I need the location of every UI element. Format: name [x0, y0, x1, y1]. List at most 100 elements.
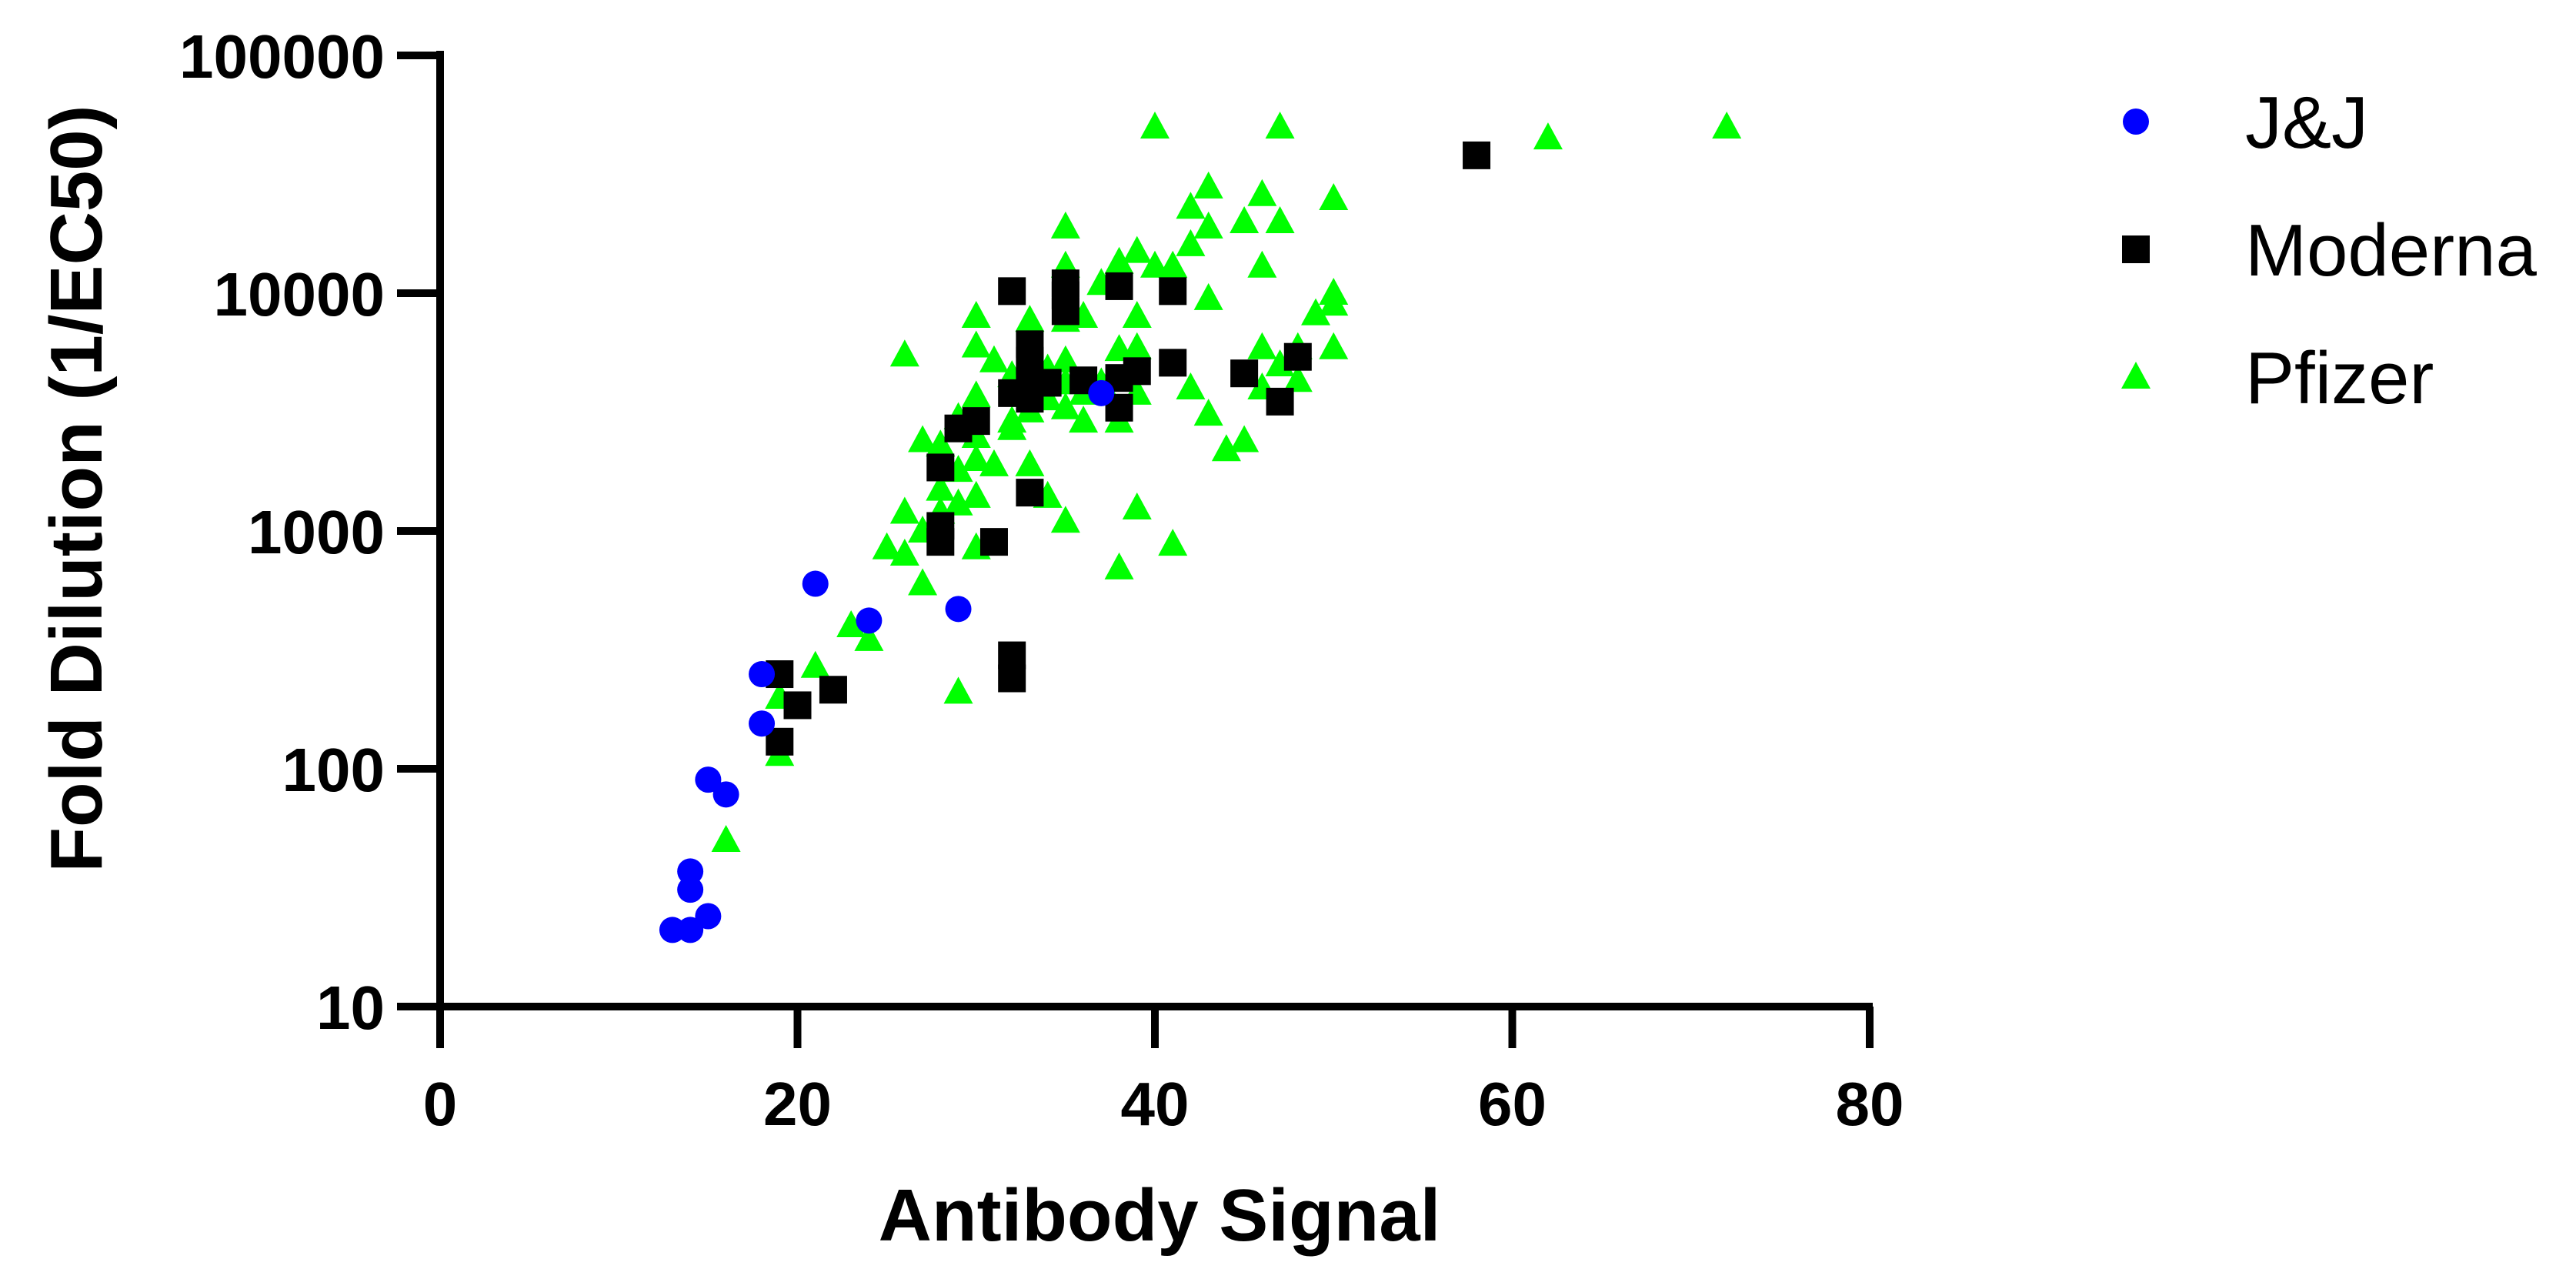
- data-point: [943, 488, 973, 516]
- data-point: [889, 339, 919, 367]
- data-point: [997, 406, 1027, 433]
- data-point: [1266, 387, 1294, 416]
- data-point: [712, 781, 739, 808]
- data-point: [1158, 250, 1188, 278]
- data-point: [1122, 235, 1152, 263]
- data-point: [979, 528, 1008, 556]
- data-point: [908, 568, 938, 596]
- data-point: [1319, 183, 1349, 211]
- data-point: [677, 917, 704, 943]
- data-point: [1050, 392, 1080, 419]
- x-axis-title: Antibody Signal: [879, 1174, 1441, 1257]
- data-point: [1533, 122, 1563, 150]
- data-point: [802, 570, 829, 597]
- data-point: [1230, 359, 1259, 388]
- data-point: [856, 607, 883, 634]
- data-point: [926, 512, 955, 540]
- legend-marker: [2123, 109, 2149, 135]
- y-tick-label: 100: [282, 736, 385, 804]
- data-point: [1712, 112, 1742, 139]
- x-tick-label: 40: [1121, 1070, 1190, 1138]
- legend-label: Pfizer: [2245, 337, 2434, 419]
- data-point: [1176, 229, 1206, 256]
- data-point: [1283, 365, 1313, 392]
- data-point: [1051, 269, 1079, 298]
- legend: J&J Moderna Pfizer: [2121, 82, 2538, 419]
- data-point: [800, 650, 830, 678]
- y-tick-label: 10: [316, 973, 385, 1042]
- data-point: [1159, 349, 1187, 377]
- data-points: [659, 112, 1742, 943]
- data-point: [1176, 372, 1206, 399]
- data-point: [1319, 332, 1349, 359]
- data-point: [1193, 211, 1223, 239]
- data-point: [1050, 345, 1080, 372]
- data-point: [1123, 357, 1151, 386]
- data-point: [695, 903, 722, 930]
- data-point: [1176, 192, 1206, 219]
- data-point: [926, 429, 956, 457]
- data-point: [945, 596, 972, 623]
- legend-marker: [2122, 235, 2150, 263]
- data-point: [1105, 272, 1133, 300]
- y-tick-label: 10000: [214, 260, 385, 329]
- data-point: [1122, 332, 1152, 359]
- data-point: [943, 676, 973, 704]
- data-point: [1247, 250, 1277, 278]
- series-circle-points: [659, 379, 1115, 943]
- data-point: [889, 538, 919, 566]
- data-point: [998, 641, 1026, 670]
- data-point: [1033, 369, 1062, 397]
- data-point: [1050, 211, 1080, 239]
- data-point: [749, 661, 776, 688]
- data-point: [1088, 379, 1115, 406]
- data-point: [1319, 278, 1349, 305]
- data-point: [1230, 205, 1260, 233]
- axes: [436, 51, 1873, 1010]
- data-point: [1050, 506, 1080, 533]
- data-point: [1463, 141, 1491, 169]
- data-point: [1122, 300, 1152, 328]
- data-point: [1015, 305, 1045, 332]
- data-point: [819, 676, 847, 704]
- data-point: [659, 917, 686, 943]
- data-point: [695, 766, 722, 793]
- legend-label: J&J: [2245, 82, 2368, 164]
- data-point: [1211, 434, 1241, 462]
- x-tick-label: 60: [1478, 1070, 1547, 1138]
- x-tick-label: 0: [423, 1070, 458, 1138]
- data-point: [1140, 112, 1170, 139]
- data-point: [677, 858, 704, 885]
- data-point: [961, 443, 991, 471]
- data-point: [998, 277, 1026, 306]
- legend-marker: [2121, 362, 2151, 389]
- data-point: [961, 300, 991, 328]
- data-point: [1016, 330, 1044, 359]
- data-point: [1301, 298, 1331, 326]
- data-point: [979, 345, 1009, 372]
- data-point: [1069, 406, 1099, 433]
- series-triangle-points: [711, 112, 1742, 853]
- data-point: [979, 449, 1009, 476]
- data-point: [1104, 552, 1134, 579]
- y-tick-label: 1000: [248, 498, 385, 566]
- data-point: [889, 496, 919, 524]
- y-axis-title: Fold Dilution (1/EC50): [35, 105, 118, 872]
- data-point: [854, 623, 884, 651]
- x-tick-label: 20: [763, 1070, 832, 1138]
- data-point: [783, 691, 812, 720]
- x-tick-label: 80: [1836, 1070, 1904, 1138]
- data-point: [1247, 332, 1277, 359]
- data-point: [1265, 112, 1295, 139]
- data-point: [1193, 282, 1223, 310]
- data-point: [1247, 179, 1277, 206]
- data-point: [926, 453, 955, 482]
- data-point: [1016, 479, 1044, 507]
- data-point: [908, 425, 938, 452]
- data-point: [836, 609, 866, 637]
- data-point: [872, 532, 902, 559]
- data-point: [1265, 205, 1295, 233]
- data-point: [711, 825, 741, 853]
- data-point: [1122, 493, 1152, 520]
